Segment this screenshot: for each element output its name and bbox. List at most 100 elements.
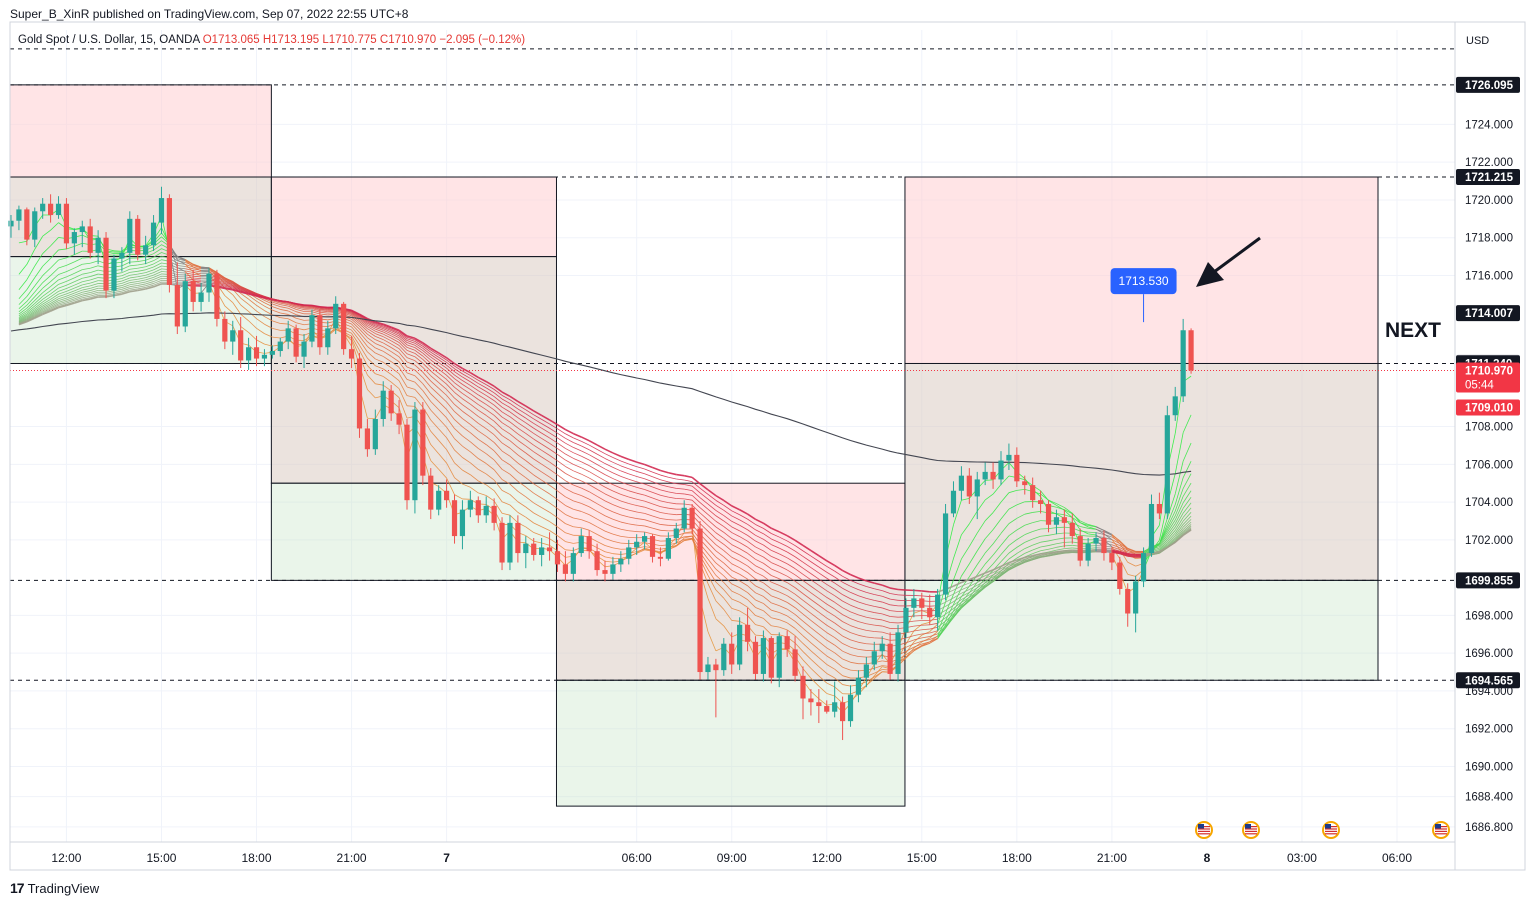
- ema-segment: [319, 310, 328, 313]
- ema-segment: [462, 469, 471, 476]
- ema-segment: [1182, 521, 1192, 530]
- ema-segment: [113, 292, 122, 295]
- candle: [1117, 556, 1123, 595]
- tradingview-logo-icon: 17: [10, 880, 25, 896]
- ema-segment: [454, 404, 463, 412]
- time-axis[interactable]: 12:00 15:00 18:00 21:00 7 06:00 09:00 12:00 15:0…: [51, 851, 1412, 865]
- ema-segment: [1056, 551, 1065, 554]
- ema-segment: [26, 307, 36, 315]
- ema-segment: [763, 626, 772, 635]
- ema-segment: [976, 572, 986, 578]
- ema-segment: [668, 507, 677, 510]
- ema-segment: [240, 288, 249, 292]
- ema-segment: [438, 418, 447, 428]
- ema-segment: [224, 286, 233, 290]
- ema-segment: [810, 642, 820, 650]
- ema-segment: [739, 567, 748, 573]
- ema-segment: [715, 575, 725, 583]
- candle-body: [238, 330, 244, 361]
- symbol-legend[interactable]: Gold Spot / U.S. Dollar, 15, OANDA O1713…: [18, 34, 525, 46]
- ema-segment: [438, 354, 447, 361]
- ema-segment: [367, 357, 376, 367]
- ema-segment: [628, 509, 637, 513]
- ema-segment: [509, 473, 519, 482]
- ema-segment: [810, 668, 820, 677]
- price-label: 1709.010: [1465, 402, 1513, 414]
- ema-segment: [588, 477, 598, 483]
- candle: [467, 490, 473, 518]
- price-axis[interactable]: USD1724.0001722.0001720.0001718.0001716.…: [1456, 35, 1520, 834]
- ema-segment: [755, 615, 764, 619]
- ema-segment: [470, 389, 479, 396]
- ema-segment: [153, 259, 162, 265]
- ema-segment: [771, 562, 780, 567]
- ema-segment: [660, 506, 669, 509]
- arrow-shaft: [1213, 236, 1261, 274]
- ema-segment: [493, 409, 503, 418]
- candle: [341, 301, 347, 355]
- ema-segment: [145, 274, 154, 279]
- ema-segment: [129, 286, 138, 289]
- ema-segment: [992, 554, 1002, 565]
- ema-segment: [581, 495, 590, 500]
- ema-segment: [232, 302, 242, 315]
- ema-segment: [509, 455, 519, 464]
- ema-segment: [375, 324, 384, 328]
- ema-segment: [430, 380, 439, 389]
- ema-segment: [311, 307, 320, 310]
- ema-segment: [438, 359, 447, 366]
- candle: [1156, 492, 1162, 520]
- ema-segment: [1174, 496, 1184, 517]
- ema-segment: [921, 639, 930, 642]
- candle: [1172, 386, 1178, 421]
- candle-body: [103, 237, 109, 291]
- ema-segment: [779, 565, 788, 571]
- ema-segment: [462, 367, 471, 374]
- ema-segment: [280, 304, 289, 307]
- ema-segment: [193, 272, 202, 274]
- ema-segment: [406, 342, 416, 346]
- ema-segment: [1000, 475, 1010, 485]
- ema-segment: [311, 308, 320, 312]
- ema-segment: [446, 362, 455, 370]
- ema-segment: [699, 523, 709, 532]
- ema-segment: [961, 546, 970, 560]
- ema-segment: [699, 497, 709, 505]
- ema-segment: [596, 518, 606, 524]
- ema-segment: [715, 556, 725, 564]
- ema-segment: [1040, 554, 1049, 557]
- candle-body: [1109, 553, 1115, 563]
- ema-segment: [58, 265, 67, 269]
- ema-segment: [1119, 551, 1128, 555]
- candle-body: [1014, 454, 1020, 482]
- footer-brand[interactable]: 17 TradingView: [10, 880, 99, 896]
- ema-segment: [398, 337, 408, 346]
- ema-segment: [707, 542, 717, 552]
- ema-segment: [517, 422, 527, 429]
- candle-body: [562, 564, 568, 574]
- ema-segment: [383, 333, 392, 339]
- candle-body: [143, 245, 149, 255]
- ema-segment: [747, 513, 756, 520]
- ema-segment: [375, 328, 384, 333]
- candle-body: [111, 258, 117, 291]
- candle: [174, 262, 180, 335]
- candle-body: [40, 203, 46, 212]
- ema-segment: [810, 585, 820, 593]
- ema-segment: [50, 301, 59, 307]
- ema-segment: [359, 344, 368, 359]
- ema-segment: [684, 498, 693, 501]
- ema-segment: [620, 521, 629, 525]
- ema-segment: [1032, 555, 1041, 559]
- ema-segment: [375, 327, 384, 331]
- ema-segment: [398, 335, 408, 343]
- ema-segment: [945, 597, 954, 603]
- ema-segment: [818, 698, 828, 706]
- candle: [16, 205, 22, 231]
- ema-segment: [129, 283, 138, 286]
- ema-segment: [549, 423, 558, 430]
- candles: [8, 186, 1194, 741]
- ema-segment: [747, 606, 756, 616]
- ema-segment: [588, 491, 598, 497]
